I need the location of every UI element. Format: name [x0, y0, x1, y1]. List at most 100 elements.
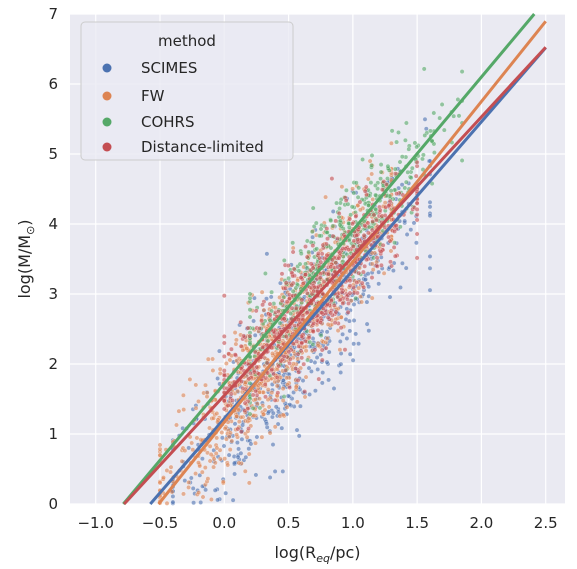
scatter-point [289, 282, 295, 288]
scatter-point [239, 436, 245, 442]
scatter-point [268, 294, 274, 300]
scatter-point [259, 434, 265, 440]
scatter-point [336, 255, 342, 261]
scatter-point [214, 445, 220, 451]
scatter-point [323, 194, 328, 200]
scatter-point [247, 291, 253, 297]
scatter-point [281, 394, 287, 399]
scatter-point [369, 261, 375, 267]
scatter-point [345, 296, 350, 302]
scatter-point [295, 351, 301, 357]
scatter-point [404, 120, 409, 126]
scatter-point [369, 171, 375, 177]
scatter-point [398, 285, 403, 290]
scatter-point [247, 295, 253, 301]
scatter-point [186, 485, 191, 490]
scatter-point [362, 263, 368, 269]
scatter-point [211, 456, 217, 462]
scatter-point [328, 310, 334, 316]
legend-marker-cohrs [102, 117, 112, 127]
scatter-point [186, 480, 192, 485]
scatter-point [306, 365, 312, 371]
y-tick-label: 2 [48, 355, 58, 373]
scatter-point [295, 356, 301, 362]
scatter-point [269, 390, 275, 395]
scatter-point [318, 333, 324, 338]
scatter-point [208, 452, 214, 457]
scatter-point [241, 333, 246, 339]
scatter-point [302, 394, 308, 400]
scatter-point [311, 224, 317, 229]
scatter-point [329, 298, 334, 304]
scatter-point [338, 325, 344, 331]
scatter-point [230, 497, 236, 503]
legend-label-cohrs: COHRS [141, 113, 195, 131]
scatter-point [198, 500, 204, 505]
y-tick-label: 5 [48, 145, 58, 163]
legend-marker-fw [102, 91, 112, 101]
scatter-point [251, 369, 257, 375]
scatter-point [353, 331, 359, 337]
x-tick-labels: −1.0 −0.5 0.0 0.5 1.0 1.5 2.0 2.5 [77, 514, 557, 532]
scatter-point [264, 251, 270, 257]
scatter-point [402, 218, 408, 224]
scatter-point [397, 159, 403, 165]
legend-label-fw: FW [141, 87, 165, 105]
scatter-point [387, 238, 393, 244]
scatter-point [399, 154, 405, 160]
scatter-point [196, 460, 201, 466]
scatter-point [388, 248, 394, 254]
scatter-point [356, 285, 362, 291]
scatter-point [284, 404, 290, 410]
scatter-point [250, 405, 256, 411]
scatter-point [343, 198, 349, 203]
scatter-point [315, 367, 321, 372]
scatter-point [366, 328, 372, 334]
scatter-point [346, 301, 351, 306]
scatter-point [362, 188, 368, 194]
scatter-point [227, 447, 233, 452]
scatter-point [370, 197, 376, 202]
scatter-point [157, 480, 163, 486]
legend-marker-distance-limited [102, 142, 112, 152]
scatter-point [248, 441, 254, 447]
scatter-point [238, 343, 244, 349]
scatter-point [393, 223, 399, 229]
scatter-point [414, 212, 420, 217]
scatter-point [394, 139, 399, 145]
scatter-point [246, 376, 252, 382]
scatter-point [382, 213, 388, 218]
scatter-point [296, 369, 302, 375]
scatter-point [378, 176, 383, 182]
scatter-point [324, 252, 330, 258]
scatter-point [408, 227, 414, 233]
scatter-point [304, 238, 310, 244]
scatter-point [220, 479, 226, 485]
scatter-point [422, 116, 428, 122]
scatter-point [324, 329, 330, 335]
scatter-point [243, 454, 249, 460]
y-tick-label: 7 [48, 5, 58, 23]
scatter-point [290, 240, 296, 246]
x-tick-label: 1.5 [405, 514, 429, 532]
scatter-point [323, 345, 329, 351]
scatter-point [459, 69, 465, 74]
scatter-point [215, 497, 220, 503]
scatter-point [369, 162, 374, 168]
scatter-point [275, 421, 281, 427]
scatter-point [247, 333, 253, 339]
scatter-point [299, 297, 305, 303]
scatter-point [304, 310, 310, 316]
scatter-point [264, 296, 269, 302]
scatter-point [254, 401, 260, 407]
scatter-point [193, 382, 199, 388]
scatter-point [253, 440, 258, 446]
scatter-point [281, 258, 287, 263]
scatter-point [238, 429, 244, 435]
scatter-point [325, 322, 331, 327]
scatter-point [259, 289, 265, 295]
scatter-point [380, 187, 385, 193]
scatter-point [264, 421, 269, 427]
scatter-point [355, 194, 361, 200]
scatter-point [337, 347, 343, 353]
